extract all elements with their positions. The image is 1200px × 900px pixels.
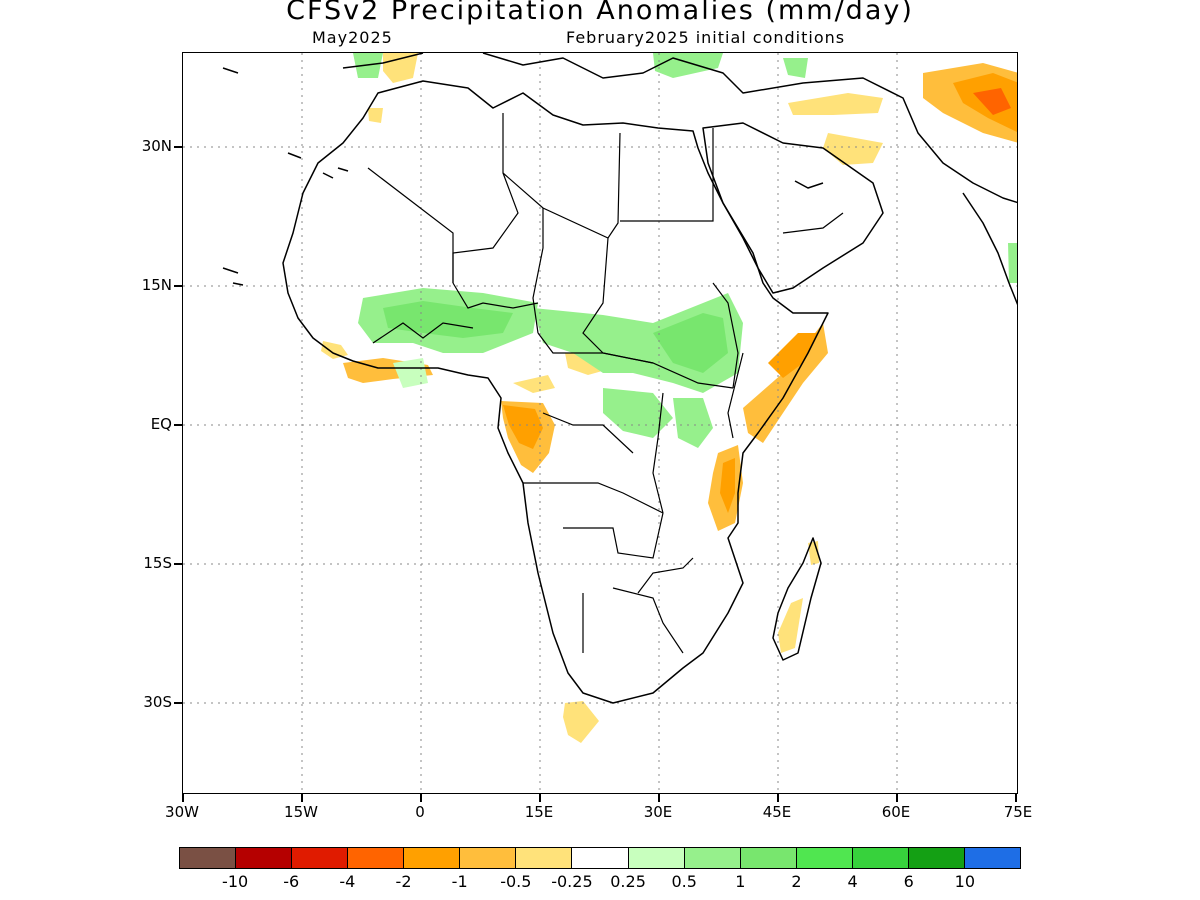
colorbar-swatch [628, 848, 685, 868]
colorbar-label: 0.5 [671, 872, 697, 891]
colorbar-swatch [908, 848, 965, 868]
colorbar-swatch [516, 848, 573, 868]
lon-label-45e: 45E [762, 803, 792, 821]
lon-tick-15w [301, 794, 303, 802]
lon-label-75e: 75E [1003, 803, 1033, 821]
lon-tick-0 [420, 794, 422, 802]
lon-tick-60e [896, 794, 898, 802]
map-gridlines [183, 53, 1017, 793]
colorbar-label: -10 [222, 872, 249, 891]
colorbar-label: -0.5 [500, 872, 532, 891]
lat-tick-15s [174, 563, 182, 565]
country-borders [367, 113, 844, 654]
lat-tick-30n [174, 146, 182, 148]
colorbar [179, 847, 1021, 869]
colorbar-label: -4 [339, 872, 356, 891]
colorbar-swatch [852, 848, 909, 868]
wet-area-north [653, 53, 723, 78]
colorbar-label: 1 [735, 872, 746, 891]
colorbar-swatch [292, 848, 349, 868]
lat-label-30s: 30S [143, 693, 172, 711]
india-coastline [962, 192, 1017, 306]
dry-area-middle-east [788, 93, 883, 115]
colorbar-swatch [180, 848, 237, 868]
lon-label-15w: 15W [284, 803, 318, 821]
colorbar-swatch [796, 848, 853, 868]
lat-label-eq: EQ [150, 415, 172, 433]
lon-tick-30w [182, 794, 184, 802]
lon-tick-30e [658, 794, 660, 802]
map-panel [182, 52, 1018, 794]
colorbar-label: 10 [954, 872, 976, 891]
colorbar-swatch [684, 848, 741, 868]
madagascar-coastline [772, 537, 822, 661]
lon-tick-45e [777, 794, 779, 802]
colorbar-swatch [964, 848, 1020, 868]
dry-area-south-africa [563, 701, 599, 743]
colorbar-swatch [460, 848, 517, 868]
forecast-month: May2025 [312, 28, 393, 47]
colorbar-label: -0.25 [551, 872, 593, 891]
lon-tick-75e [1015, 794, 1017, 802]
lon-label-30w: 30W [165, 803, 199, 821]
colorbar-swatch [236, 848, 293, 868]
lat-tick-eq [174, 424, 182, 426]
lat-tick-15n [174, 285, 182, 287]
lon-label-30e: 30E [643, 803, 673, 821]
chart-title: CFSv2 Precipitation Anomalies (mm/day) [286, 0, 914, 26]
colorbar-label: -2 [395, 872, 412, 891]
colorbar-label: 4 [847, 872, 858, 891]
colorbar-label: -1 [451, 872, 468, 891]
africa-map [183, 53, 1017, 793]
colorbar-label: 6 [903, 872, 914, 891]
colorbar-swatch [404, 848, 461, 868]
colorbar-label: -6 [283, 872, 300, 891]
lon-tick-15e [539, 794, 541, 802]
dry-anomaly-areas [321, 53, 1017, 743]
lat-label-30n: 30N [141, 137, 172, 155]
colorbar-swatch [740, 848, 797, 868]
eurasia-coastline [342, 53, 1017, 204]
lon-label-15e: 15E [524, 803, 554, 821]
dry-area-madagascar [778, 598, 803, 653]
lat-label-15n: 15N [141, 276, 172, 294]
lon-label-60e: 60E [881, 803, 911, 821]
lat-tick-30s [174, 702, 182, 704]
lat-label-15s: 15S [143, 554, 172, 572]
initial-conditions: February2025 initial conditions [566, 28, 846, 47]
colorbar-swatch [572, 848, 629, 868]
colorbar-label: 0.25 [610, 872, 646, 891]
colorbar-label: 2 [791, 872, 802, 891]
coastlines [222, 53, 1017, 704]
lon-label-0: 0 [415, 803, 425, 821]
arabia-coastline [702, 122, 884, 294]
colorbar-swatch [348, 848, 405, 868]
africa-coastline [282, 80, 829, 704]
wet-anomaly-areas [353, 53, 1017, 448]
